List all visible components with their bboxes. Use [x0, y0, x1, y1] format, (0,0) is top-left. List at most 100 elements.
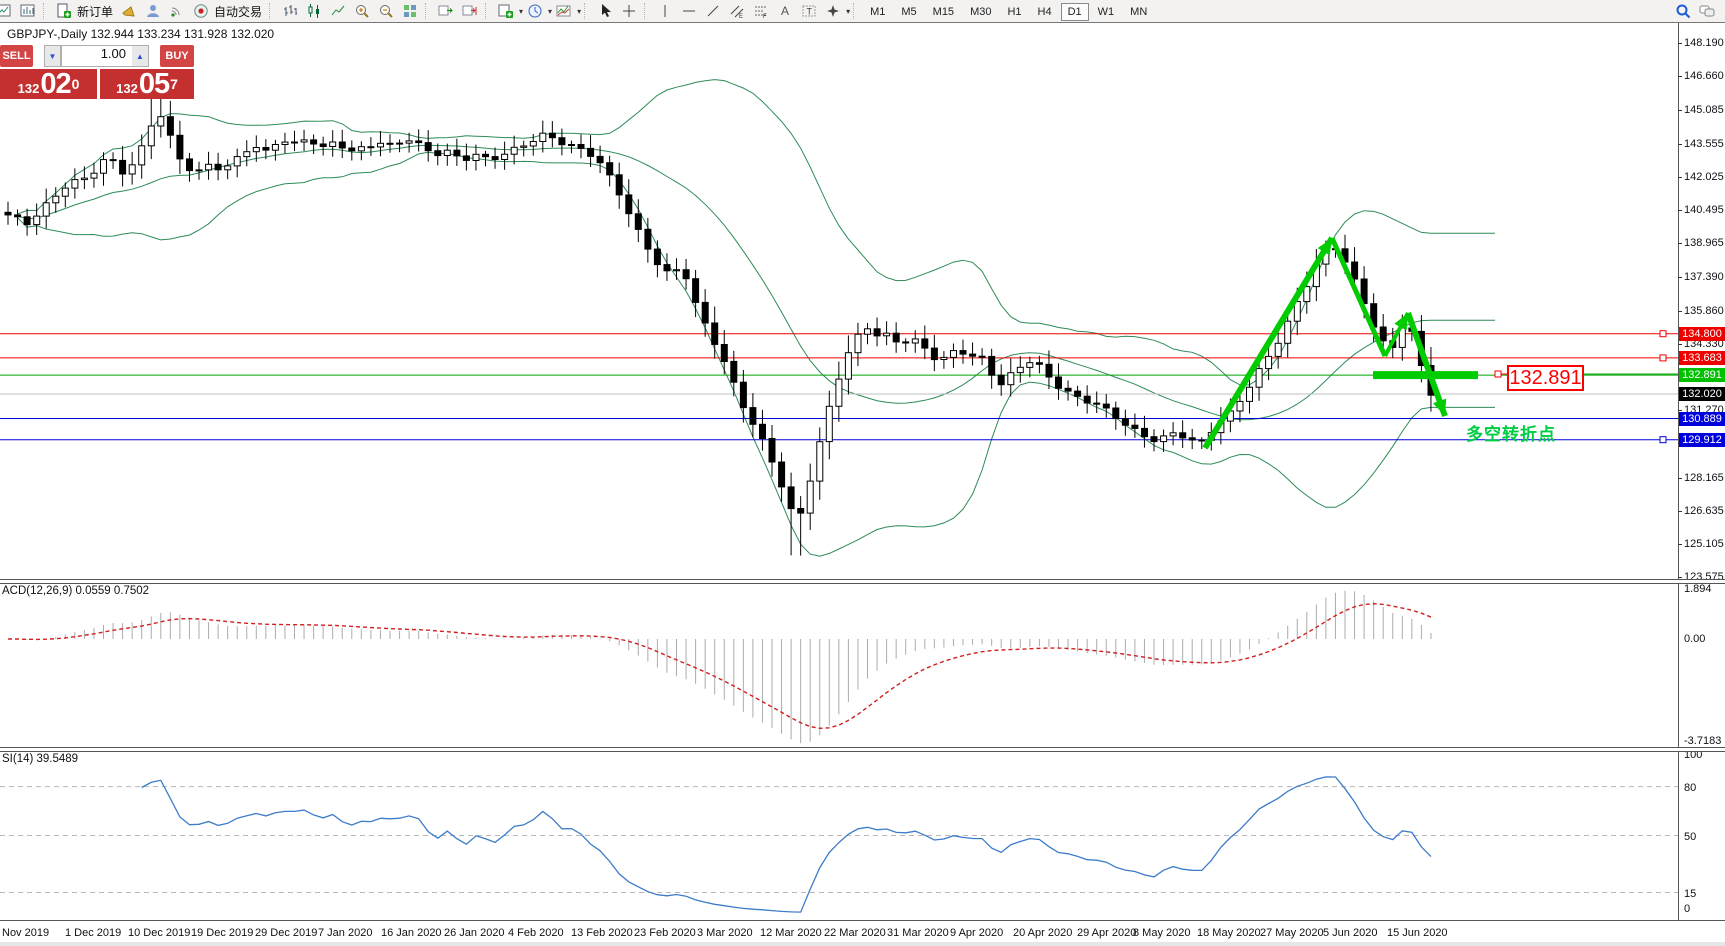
buy-button[interactable]: BUY — [160, 45, 194, 67]
chevron-down-icon[interactable]: ▾ — [577, 6, 582, 16]
buy-price-int: 132 — [116, 81, 138, 96]
price-label: 129.912 — [1679, 433, 1725, 447]
new-chart-dropdown[interactable] — [495, 1, 517, 21]
cursor-icon[interactable] — [594, 1, 616, 21]
svg-text:E: E — [739, 14, 743, 19]
timeframe-m5[interactable]: M5 — [901, 6, 917, 18]
period-clock-dropdown[interactable] — [524, 1, 546, 21]
timeframe-mn[interactable]: MN — [1130, 6, 1148, 18]
date-label: 1 Dec 2019 — [65, 927, 122, 939]
date-label: 12 Mar 2020 — [760, 927, 822, 939]
macd-axis-tick: 0.00 — [1684, 633, 1706, 645]
chat-icon[interactable] — [1696, 1, 1718, 21]
buy-price-pip: 7 — [170, 76, 178, 92]
text-icon[interactable]: A — [774, 1, 796, 21]
timeframe-w1[interactable]: W1 — [1097, 6, 1115, 18]
sell-button[interactable]: SELL — [0, 45, 33, 67]
toolbar-separator — [485, 3, 491, 19]
vertical-line-icon[interactable] — [654, 1, 676, 21]
candlestick-chart-icon[interactable] — [303, 1, 325, 21]
rsi-indicator-label: SI(14) 39.5489 — [2, 753, 79, 765]
toolbar-separator — [269, 3, 275, 19]
date-label: 3 Mar 2020 — [697, 927, 753, 939]
new-order-icon[interactable] — [53, 1, 75, 21]
timeframe-m1[interactable]: M1 — [870, 6, 886, 18]
chart-canvas[interactable] — [0, 23, 1725, 946]
toolbar-separator — [43, 3, 49, 19]
crosshair-icon[interactable] — [618, 1, 640, 21]
volume-input[interactable]: 1.00 — [61, 45, 132, 67]
date-label: 27 May 2020 — [1260, 927, 1324, 939]
chart-title: GBPJPY-,Daily 132.944 133.234 131.928 13… — [7, 27, 275, 41]
arrows-tool-dropdown[interactable] — [822, 1, 844, 21]
chevron-down-icon[interactable]: ▾ — [846, 6, 851, 16]
chevron-down-icon[interactable]: ▾ — [519, 6, 524, 16]
signals-icon[interactable] — [166, 1, 188, 21]
panel-separator[interactable] — [0, 579, 1725, 584]
autotrade-button[interactable]: 自动交易 — [214, 4, 263, 19]
rsi-axis-tick: 80 — [1684, 782, 1697, 794]
support-price-annotation[interactable]: 132.891 — [1507, 365, 1584, 391]
date-label: 16 Jan 2020 — [381, 927, 442, 939]
chart-shift-icon[interactable] — [459, 1, 481, 21]
price-tick: 146.660 — [1678, 70, 1724, 82]
autotrade-icon[interactable] — [190, 1, 212, 21]
equidistant-channel-icon[interactable]: E — [726, 1, 748, 21]
date-label: 22 Mar 2020 — [824, 927, 886, 939]
toolbar: 新订单 自动交易 ▾ ▾ ▾ E F A T ▾ M1 M5 M15 M30 H1 H4 D… — [0, 0, 1725, 23]
sell-price-main: 02 — [40, 68, 71, 100]
market-watch-icon[interactable] — [17, 1, 39, 21]
panel-separator[interactable] — [0, 747, 1725, 752]
tile-windows-icon[interactable] — [399, 1, 421, 21]
price-tick: 126.635 — [1678, 505, 1724, 517]
date-label: 13 Feb 2020 — [571, 927, 633, 939]
price-label: 130.889 — [1679, 412, 1725, 426]
chevron-down-icon[interactable]: ▾ — [548, 6, 553, 16]
price-axis-border — [1678, 23, 1679, 920]
history-center-icon[interactable] — [118, 1, 140, 21]
date-label: 23 Feb 2020 — [634, 927, 696, 939]
buy-price-button[interactable]: 132 05 7 — [100, 69, 194, 99]
price-tick: 142.025 — [1678, 171, 1724, 183]
rsi-axis-tick: 0 — [1684, 903, 1691, 915]
timeframe-bar: M1 M5 M15 M30 H1 H4 D1 W1 MN — [862, 2, 1155, 21]
rsi-axis-tick: 50 — [1684, 831, 1697, 843]
volume-decrease-button[interactable]: ▼ — [44, 45, 61, 67]
price-label: 132.020 — [1679, 387, 1725, 401]
timeframe-h4[interactable]: H4 — [1037, 6, 1052, 18]
line-chart-icon[interactable] — [327, 1, 349, 21]
chart-window-icon[interactable] — [0, 1, 15, 21]
trendline-icon[interactable] — [702, 1, 724, 21]
sell-price-button[interactable]: 132 02 0 — [0, 69, 97, 99]
zoom-in-icon[interactable] — [351, 1, 373, 21]
macd-axis-tick: -3.7183 — [1684, 735, 1722, 747]
rsi-axis-tick: 100 — [1684, 749, 1703, 761]
price-label: 132.891 — [1679, 368, 1725, 382]
zoom-out-icon[interactable] — [375, 1, 397, 21]
svg-text:A: A — [781, 4, 789, 18]
turning-point-note[interactable]: 多空转折点 — [1466, 425, 1556, 444]
search-icon[interactable] — [1672, 1, 1694, 21]
timeframe-m15[interactable]: M15 — [932, 6, 955, 18]
fibonacci-icon[interactable]: F — [750, 1, 772, 21]
buy-price-main: 05 — [138, 68, 170, 100]
date-label: 20 Apr 2020 — [1013, 927, 1073, 939]
community-icon[interactable] — [142, 1, 164, 21]
template-dropdown[interactable] — [553, 1, 575, 21]
price-tick: 140.495 — [1678, 204, 1724, 216]
timeframe-h1[interactable]: H1 — [1007, 6, 1022, 18]
volume-increase-button[interactable]: ▲ — [132, 45, 149, 67]
bar-chart-icon[interactable] — [279, 1, 301, 21]
new-order-button[interactable]: 新订单 — [77, 4, 114, 19]
date-label: 31 Mar 2020 — [887, 927, 949, 939]
timeframe-d1[interactable]: D1 — [1060, 3, 1089, 21]
price-tick: 134.330 — [1678, 338, 1724, 350]
toolbar-separator — [584, 3, 590, 19]
chart-workspace[interactable]: GBPJPY-,Daily 132.944 133.234 131.928 13… — [0, 22, 1725, 946]
sell-price-pip: 0 — [71, 76, 80, 92]
auto-scroll-icon[interactable] — [435, 1, 457, 21]
text-label-icon[interactable]: T — [798, 1, 820, 21]
timeframe-m30[interactable]: M30 — [970, 6, 992, 18]
horizontal-line-icon[interactable] — [678, 1, 700, 21]
date-label: 15 Jun 2020 — [1387, 927, 1448, 939]
